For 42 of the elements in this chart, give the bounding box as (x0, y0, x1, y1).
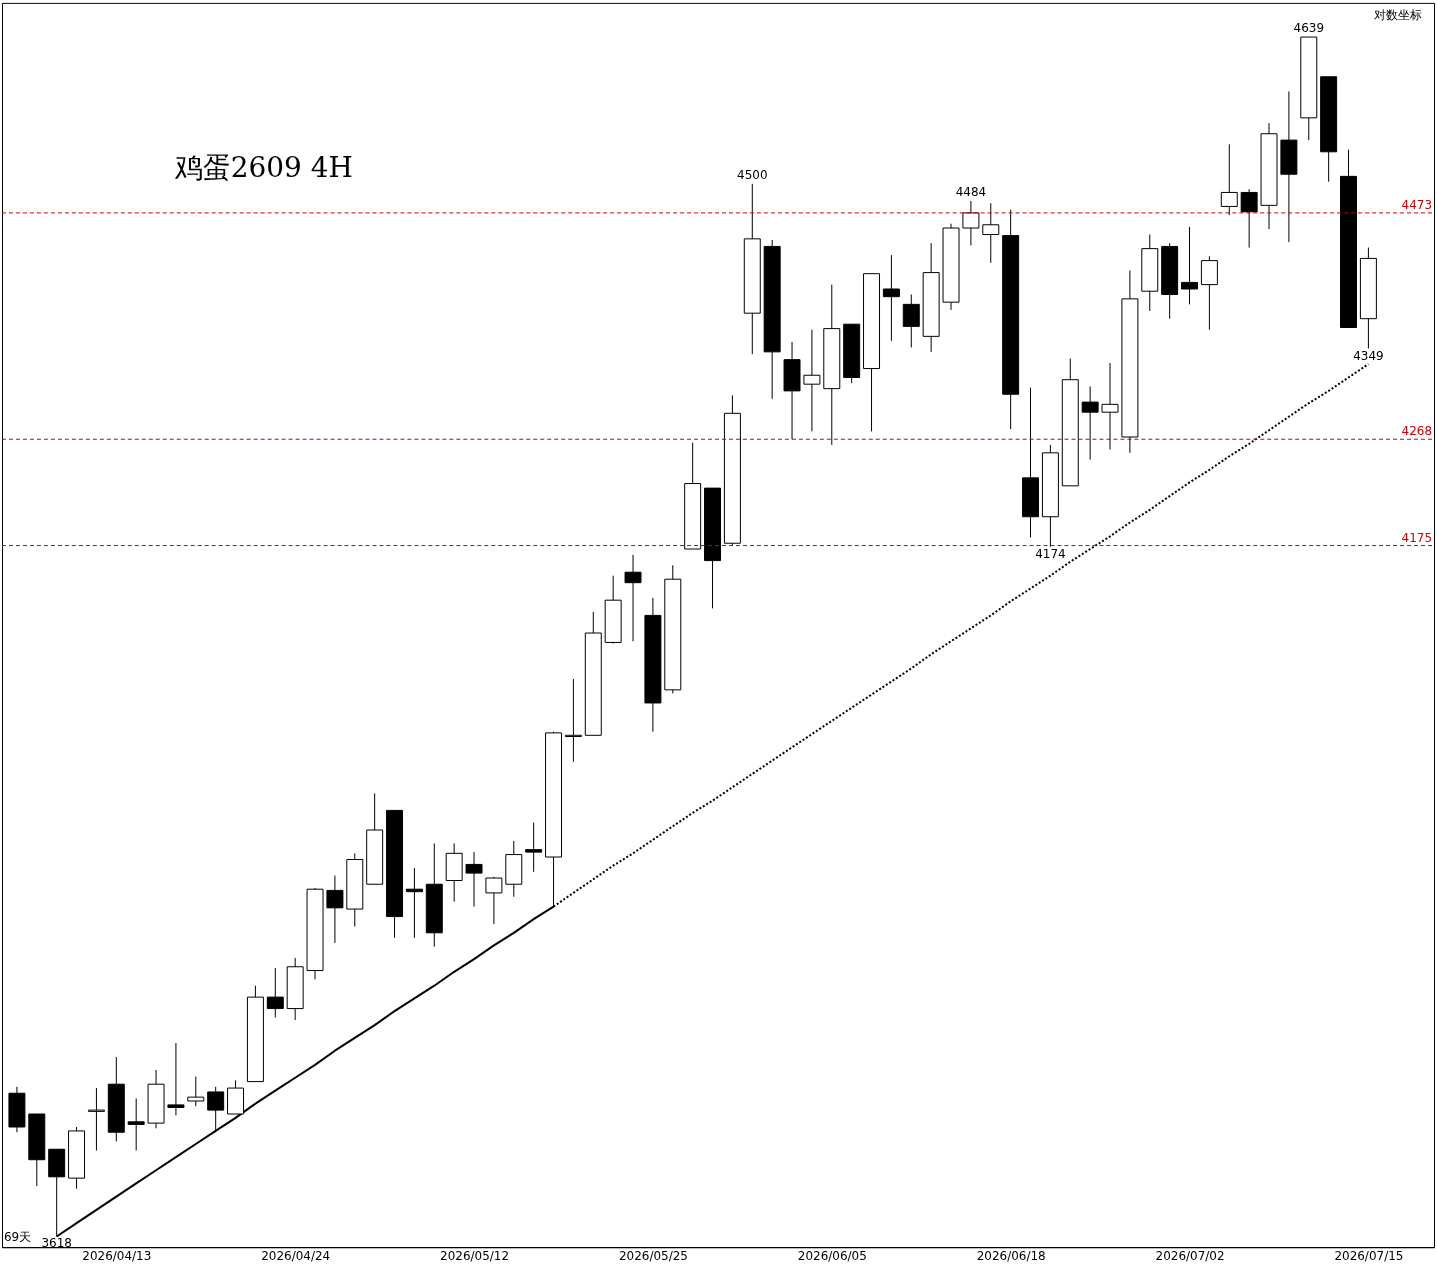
candlestick (1081, 385, 1099, 461)
x-tick-label: 2026/04/24 (261, 1248, 331, 1263)
x-tick-label: 2026/04/13 (82, 1248, 152, 1263)
candlestick (564, 678, 582, 763)
candlestick (962, 200, 980, 246)
candlestick (1220, 143, 1238, 216)
annotation: 4174 (1035, 546, 1066, 561)
x-tick-label: 2026/06/05 (797, 1248, 867, 1263)
candlestick (902, 293, 920, 348)
annotation: 3618 (41, 1236, 72, 1251)
ref-line-label: 4268 (1401, 424, 1433, 439)
candlestick (982, 202, 1000, 264)
candlestick (1240, 188, 1258, 249)
candlestick (187, 1075, 205, 1107)
candlestick (803, 329, 821, 432)
candlestick (1101, 362, 1119, 450)
candlestick (1181, 226, 1199, 305)
x-tick-label: 2026/06/18 (976, 1248, 1046, 1263)
candlestick (167, 1042, 185, 1116)
candlestick (326, 875, 344, 944)
candlestick (624, 554, 642, 642)
annotation: 4349 (1353, 348, 1384, 363)
x-tick-label: 2026/05/25 (618, 1248, 688, 1263)
text: 鸡蛋2609 4H (173, 150, 353, 184)
ref-line-label: 4175 (1401, 530, 1433, 545)
candlestick (525, 822, 543, 873)
annotation: 对数坐标 (1374, 7, 1423, 22)
candlestick (266, 967, 284, 1018)
candlestick (485, 876, 503, 925)
candlestick (87, 1087, 105, 1152)
annotation: 4639 (1293, 21, 1324, 36)
x-tick-label: 2026/07/15 (1334, 1248, 1404, 1263)
annotation: 4500 (737, 167, 768, 182)
candlestick (465, 851, 483, 908)
candlestick (207, 1086, 225, 1133)
x-tick-label: 2026/05/12 (440, 1248, 510, 1263)
annotation: 4484 (955, 185, 987, 200)
ref-line-label: 4473 (1401, 197, 1433, 212)
candlestick (127, 1097, 145, 1152)
x-tick-label: 2026/07/02 (1155, 1248, 1225, 1263)
annotation: 69天 (3, 1230, 32, 1245)
candlestick (882, 254, 900, 342)
